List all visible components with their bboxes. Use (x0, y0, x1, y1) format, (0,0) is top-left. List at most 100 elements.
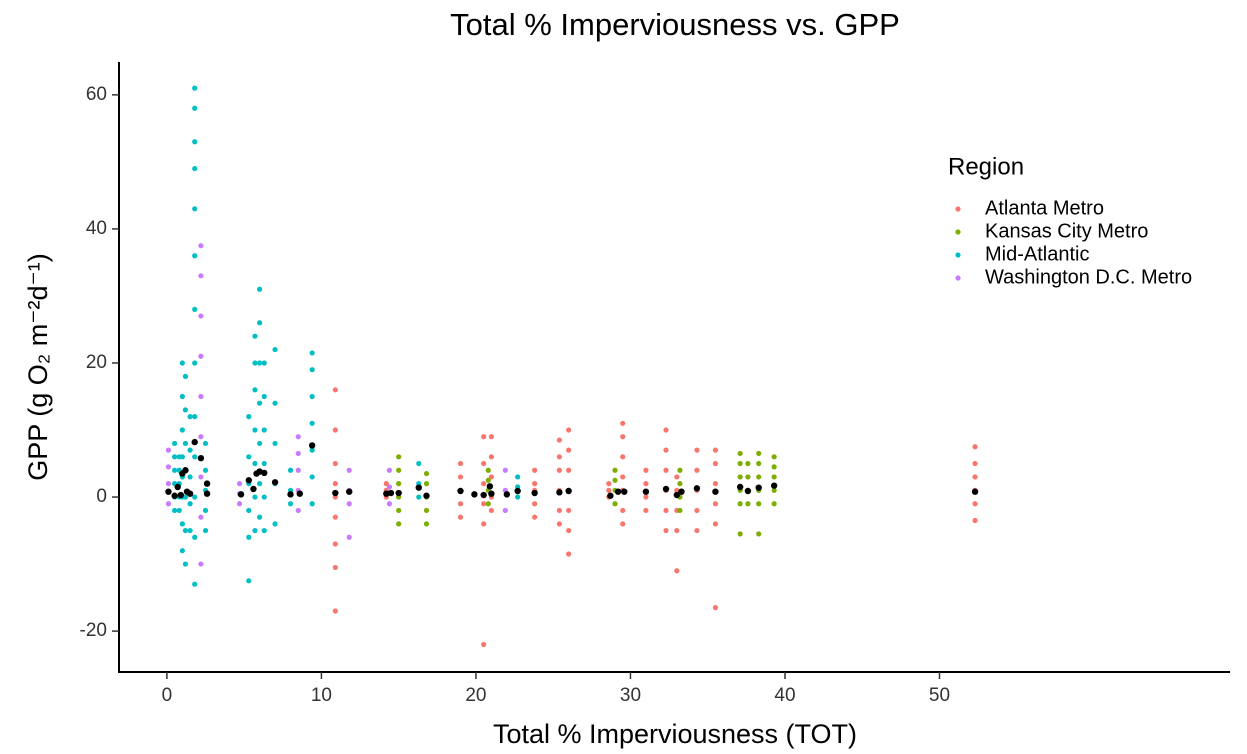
mean-point (203, 490, 211, 497)
point (416, 460, 422, 467)
point (457, 460, 464, 467)
point (663, 427, 669, 433)
point (386, 501, 393, 507)
point (172, 507, 178, 514)
point (643, 481, 649, 487)
point (192, 414, 198, 420)
point (643, 507, 649, 514)
point (202, 527, 209, 534)
mean-point (165, 488, 172, 495)
point (423, 521, 430, 527)
mean-point (744, 487, 752, 495)
mean-point (736, 483, 744, 491)
point (309, 447, 315, 453)
x-axis-label: Total % Imperviousness (TOT) (493, 719, 857, 749)
point (165, 481, 172, 487)
point (771, 474, 777, 480)
mean-point (531, 489, 538, 497)
point (612, 477, 618, 483)
point (309, 474, 315, 480)
point (252, 333, 258, 339)
mean-point (182, 467, 189, 474)
x-tick-label: 30 (620, 685, 641, 706)
mean-point (770, 482, 778, 489)
legend-label: Mid-Atlantic (985, 243, 1089, 265)
mean-point (250, 485, 257, 493)
point (192, 581, 198, 587)
point (737, 450, 743, 457)
point (532, 514, 538, 520)
point (481, 521, 487, 527)
x-tick-label: 10 (311, 685, 332, 706)
point (179, 360, 185, 366)
mean-point (245, 477, 252, 484)
point (771, 487, 777, 493)
point (756, 474, 762, 480)
point (481, 481, 487, 487)
point (295, 507, 301, 514)
point (309, 420, 315, 426)
x-tick-label: 50 (929, 685, 950, 706)
legend-marker (955, 229, 961, 235)
point (332, 460, 338, 467)
mean-point (395, 489, 402, 497)
mean-point (332, 489, 339, 497)
mean-point (237, 491, 245, 498)
point (192, 206, 198, 212)
point (192, 306, 198, 312)
point (396, 467, 402, 473)
mean-point (177, 491, 185, 499)
point (346, 467, 352, 473)
point (756, 501, 762, 507)
point (745, 501, 751, 507)
point (566, 551, 572, 557)
point (192, 105, 198, 111)
point (566, 527, 572, 534)
point (556, 437, 562, 443)
point (187, 474, 193, 480)
mean-point (755, 484, 762, 491)
point (745, 474, 751, 480)
point (481, 501, 487, 507)
point (257, 481, 263, 487)
point (198, 273, 204, 279)
point (712, 605, 719, 611)
mean-point (287, 491, 294, 498)
point (252, 494, 258, 500)
point (332, 387, 338, 393)
point (674, 568, 680, 574)
point (515, 494, 521, 500)
point (192, 454, 198, 460)
point (309, 367, 315, 373)
point (202, 440, 209, 447)
mean-point (662, 485, 670, 493)
point (674, 474, 680, 480)
point (182, 373, 189, 379)
y-tick-label: 40 (86, 218, 107, 239)
point (261, 393, 267, 400)
point (643, 467, 649, 473)
point (192, 494, 198, 500)
point (606, 487, 612, 493)
point (272, 440, 278, 447)
mean-point (387, 489, 395, 497)
point (182, 407, 189, 413)
point (246, 414, 252, 420)
mean-point (480, 491, 487, 499)
mean-point (171, 492, 178, 499)
point (261, 494, 267, 500)
mean-point (556, 489, 563, 496)
point (481, 434, 487, 440)
point (972, 517, 978, 524)
point (332, 608, 338, 614)
point (532, 481, 538, 487)
point (287, 467, 294, 473)
point (677, 507, 683, 514)
mean-point (503, 491, 511, 498)
point (261, 527, 267, 534)
point (198, 353, 204, 359)
point (182, 440, 189, 447)
point (346, 501, 352, 507)
point (332, 481, 338, 487)
point (386, 467, 393, 473)
